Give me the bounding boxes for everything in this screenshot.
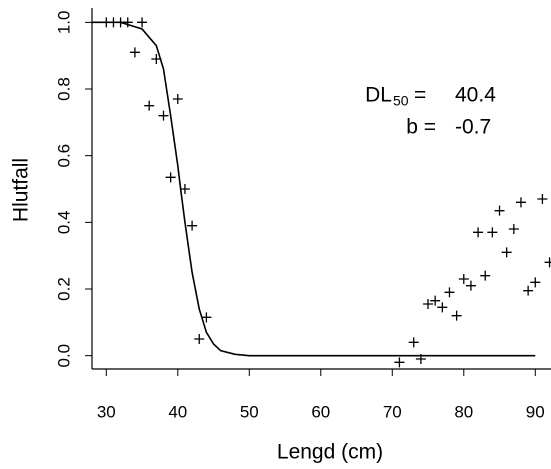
point <box>151 54 162 64</box>
point <box>451 310 462 321</box>
point <box>187 220 198 231</box>
annotation: 50 <box>393 93 409 109</box>
y-tick-label: 0.4 <box>54 211 73 235</box>
point <box>487 227 498 238</box>
x-tick-label: 80 <box>454 402 473 421</box>
point <box>179 184 190 194</box>
point <box>458 274 469 284</box>
x-axis-label: Lengd (cm) <box>277 441 383 464</box>
y-tick-label: 0.8 <box>54 77 73 101</box>
fit-curve <box>92 21 536 357</box>
y-tick-label: 0.0 <box>54 344 73 368</box>
point <box>194 334 205 344</box>
x-tick-label: 30 <box>97 402 116 421</box>
point <box>165 172 176 183</box>
point <box>129 47 140 58</box>
point <box>473 227 484 238</box>
y-tick-label: 0.2 <box>54 277 73 301</box>
point <box>544 257 551 268</box>
point <box>158 110 169 121</box>
point <box>144 100 155 111</box>
annotation: -0.7 <box>455 116 491 139</box>
point <box>408 337 419 348</box>
point <box>515 197 526 208</box>
annotation: = <box>414 84 426 107</box>
point <box>423 299 434 309</box>
x-tick-label: 90 <box>526 402 545 421</box>
point <box>172 94 183 104</box>
point <box>480 270 491 281</box>
point <box>501 247 512 258</box>
annotation: b = <box>406 116 436 139</box>
x-tick-label: 60 <box>311 402 330 421</box>
point <box>444 287 455 298</box>
point <box>465 280 476 291</box>
annotation: DL <box>365 84 392 107</box>
y-tick-label: 1.0 <box>54 11 73 35</box>
point <box>494 205 505 216</box>
point <box>122 17 133 28</box>
point <box>137 17 148 28</box>
point <box>415 354 426 364</box>
point <box>394 357 405 368</box>
point <box>523 285 534 296</box>
point <box>437 302 448 313</box>
point <box>530 277 541 288</box>
y-axis-label: Hlutfall <box>10 158 33 222</box>
y-tick-label: 0.6 <box>54 144 73 168</box>
annotation: 40.4 <box>455 84 496 107</box>
point <box>537 194 548 204</box>
x-tick-label: 70 <box>383 402 402 421</box>
x-tick-label: 40 <box>168 402 187 421</box>
point <box>508 224 519 234</box>
x-tick-label: 50 <box>240 402 259 421</box>
point <box>201 312 212 323</box>
point <box>430 295 441 306</box>
